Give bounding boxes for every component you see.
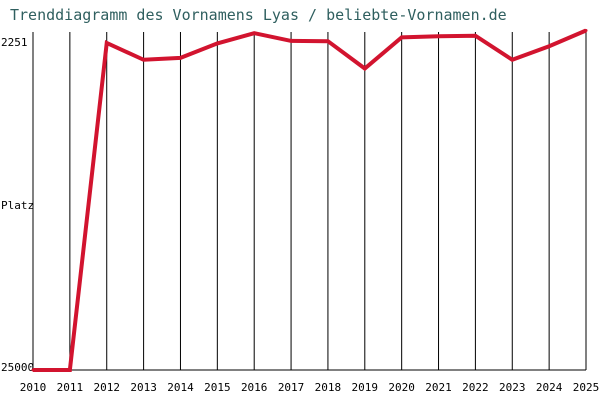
data-point-2019 [363, 67, 367, 71]
data-point-2015 [215, 41, 219, 45]
x-tick-label-2016: 2016 [241, 381, 268, 394]
grid-lines [32, 32, 587, 370]
series-group [31, 28, 588, 372]
data-point-2020 [400, 35, 404, 39]
x-tick-label-2019: 2019 [352, 381, 379, 394]
x-tick-label-2024: 2024 [536, 381, 563, 394]
x-tick-label-2022: 2022 [462, 381, 489, 394]
x-tick-label-2012: 2012 [93, 381, 120, 394]
x-tick-label-2014: 2014 [167, 381, 194, 394]
x-tick-label-2018: 2018 [315, 381, 342, 394]
y-tick-labels: 2251 Platz 25000 [1, 36, 34, 374]
x-tick-label-2025: 2025 [573, 381, 600, 394]
x-tick-label-2011: 2011 [57, 381, 84, 394]
x-tick-labels: 2010 2011 2012 2013 2014 2015 2016 2017 2018 2019… [20, 381, 600, 394]
data-point-2010 [31, 368, 35, 372]
data-point-2017 [289, 39, 293, 43]
data-point-2024 [547, 44, 551, 48]
x-tick-label-2015: 2015 [204, 381, 231, 394]
data-point-2014 [178, 56, 182, 60]
data-point-2012 [105, 41, 109, 45]
x-tick-label-2017: 2017 [278, 381, 305, 394]
chart-title: Trenddiagramm des Vornamens Lyas / belie… [10, 6, 507, 24]
data-point-2021 [437, 34, 441, 38]
x-tick-label-2020: 2020 [388, 381, 415, 394]
y-tick-label-bottom: 25000 [1, 361, 34, 374]
x-tick-label-2021: 2021 [425, 381, 452, 394]
data-point-2023 [510, 58, 514, 62]
data-point-2022 [473, 34, 477, 38]
x-tick-label-2010: 2010 [20, 381, 47, 394]
y-tick-label-top: 2251 [1, 36, 28, 49]
data-point-2011 [68, 368, 72, 372]
data-point-2025 [584, 28, 588, 32]
data-point-2013 [142, 58, 146, 62]
x-tick-label-2013: 2013 [130, 381, 157, 394]
y-axis-label: Platz [1, 199, 34, 212]
data-point-2018 [326, 39, 330, 43]
series-line-0 [33, 28, 587, 372]
data-point-2016 [252, 31, 256, 35]
x-tick-label-2023: 2023 [499, 381, 526, 394]
